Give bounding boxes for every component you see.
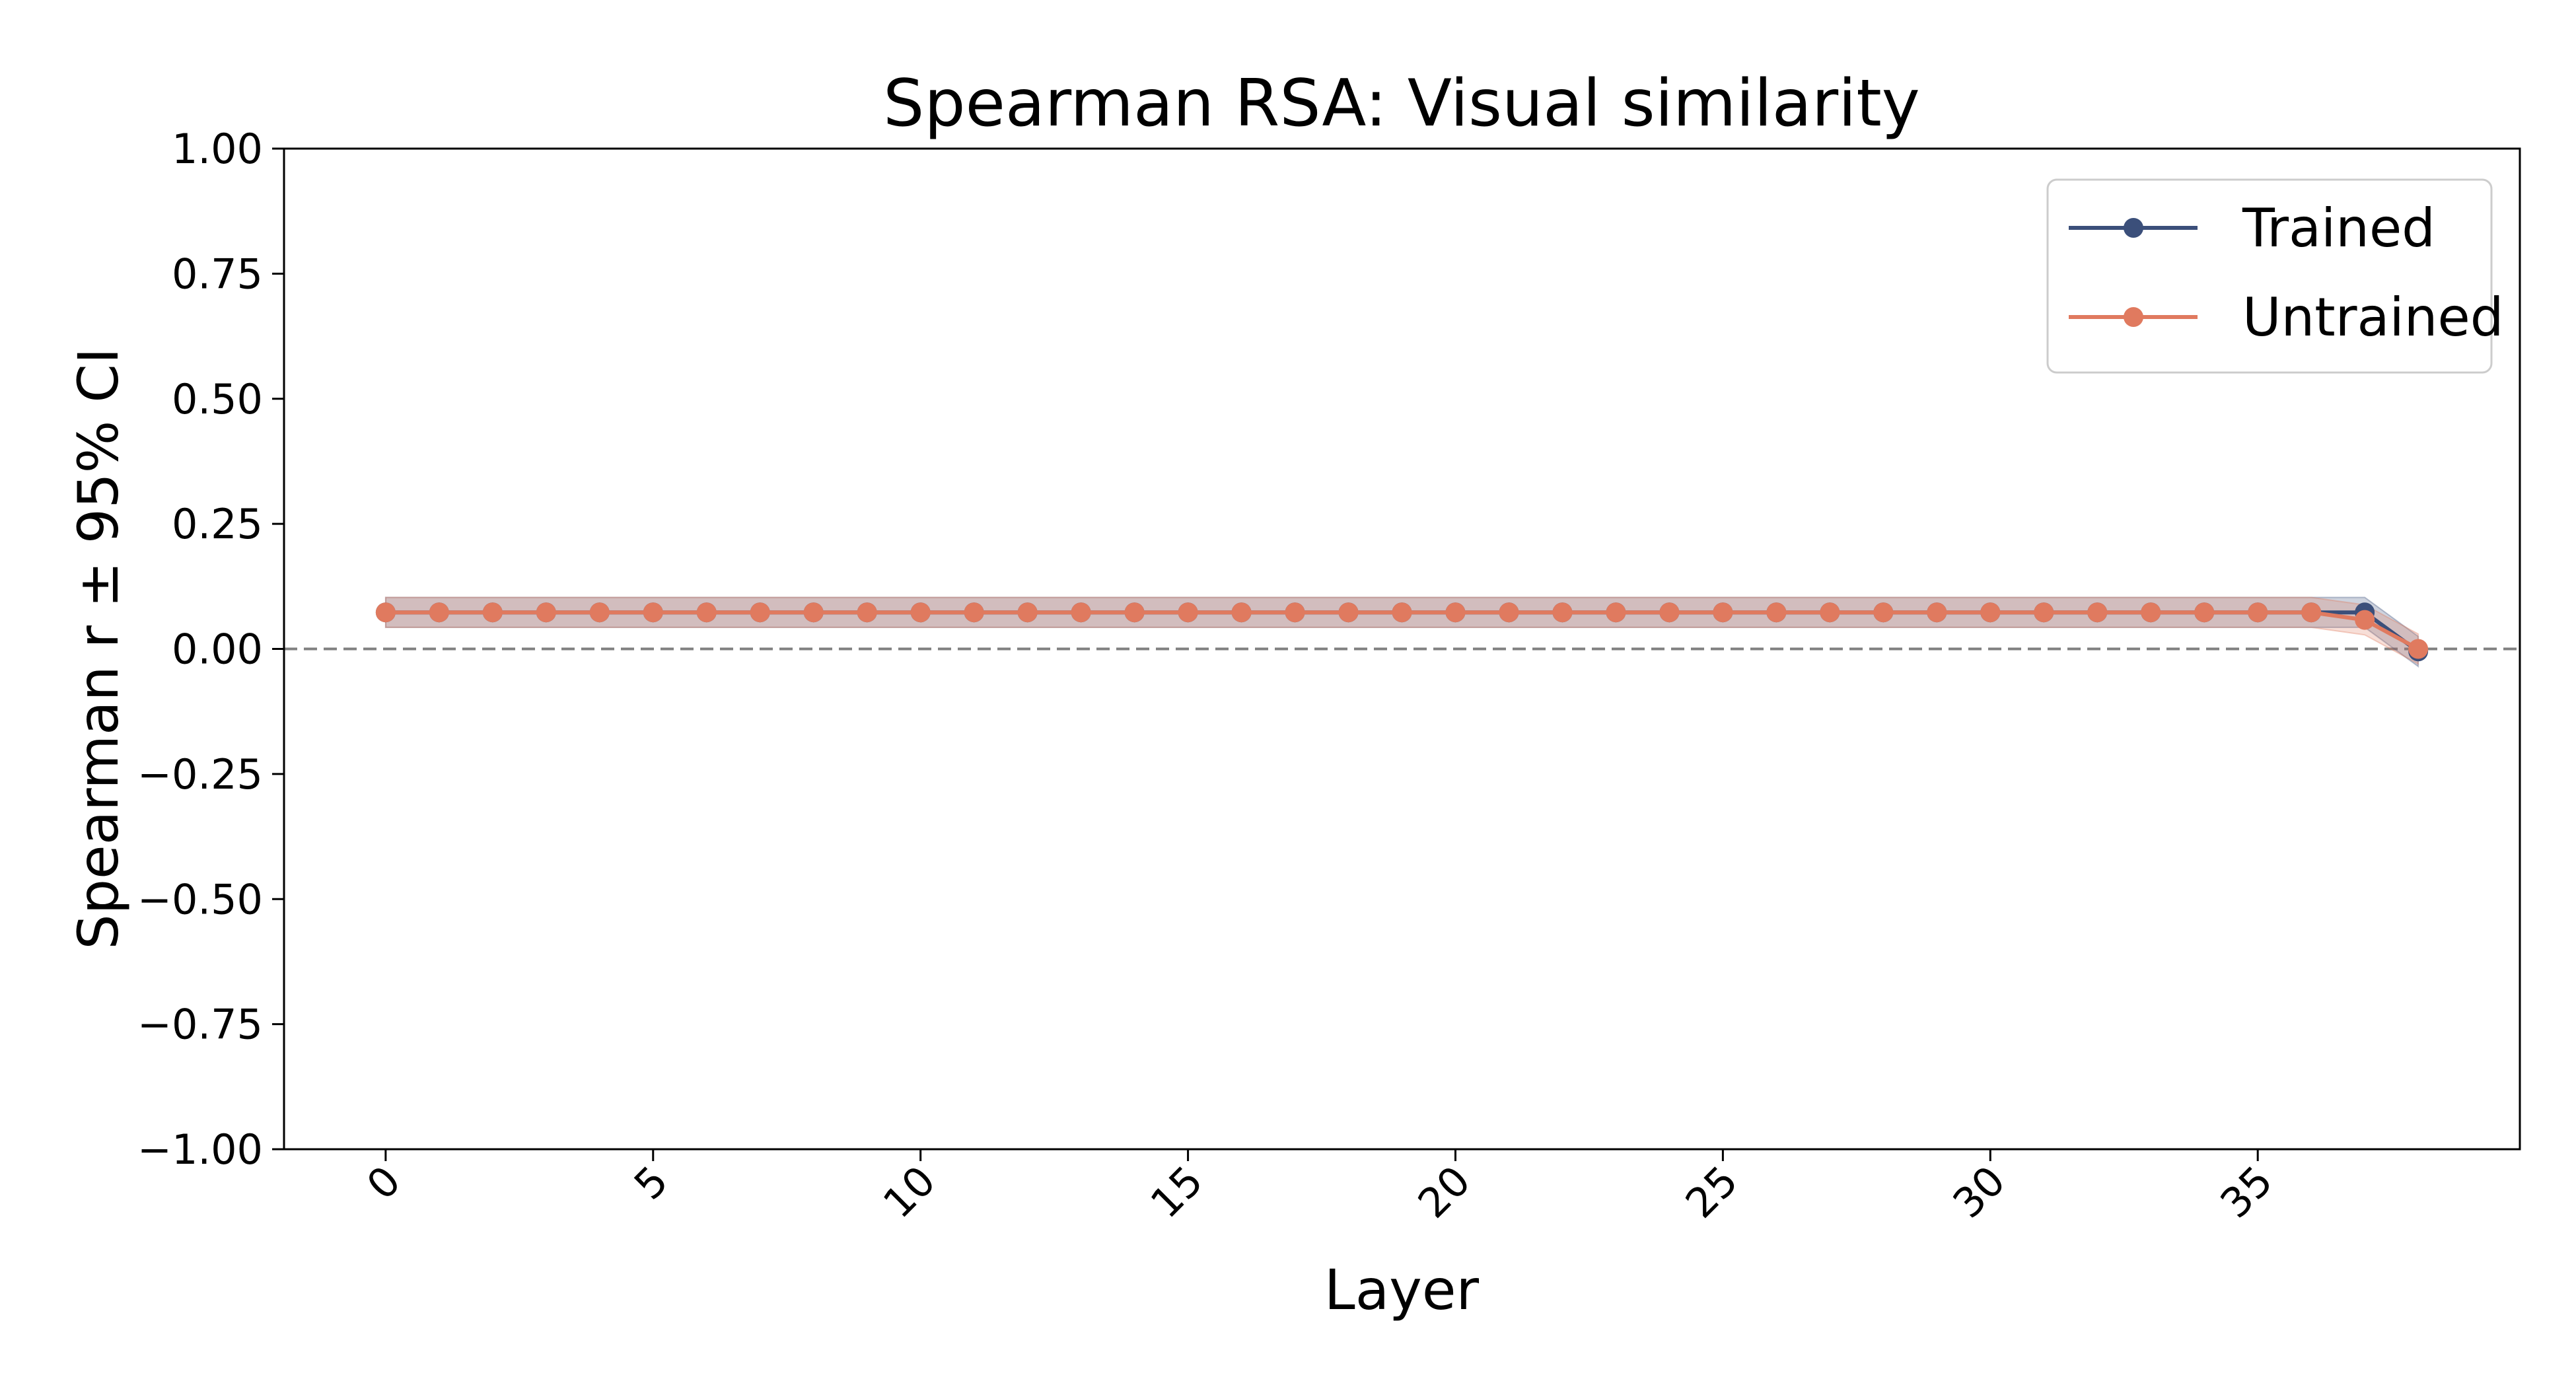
- y-axis: 1.00 0.75 0.50 0.25 0.00 −0.25 −0.50 −0.75 −1.00: [137, 125, 284, 1174]
- data-point-untrained: [1071, 602, 1091, 623]
- data-point-untrained: [1124, 602, 1145, 623]
- data-point-untrained: [643, 602, 663, 623]
- data-point-untrained: [1285, 602, 1305, 623]
- data-point-untrained: [750, 602, 770, 623]
- data-point-untrained: [1178, 602, 1198, 623]
- data-point-untrained: [2141, 602, 2161, 623]
- data-point-untrained: [1338, 602, 1359, 623]
- data-point-untrained: [1980, 602, 2001, 623]
- data-point-untrained: [1873, 602, 1894, 623]
- data-point-untrained: [1659, 602, 1680, 623]
- data-point-untrained: [1820, 602, 1840, 623]
- y-axis-label: Spearman r ± 95% CI: [66, 347, 131, 949]
- legend-marker-trained: [2124, 218, 2143, 238]
- data-point-untrained: [1606, 602, 1626, 623]
- ci-band-trained: [384, 596, 2419, 668]
- data-point-untrained: [857, 602, 877, 623]
- data-point-untrained: [1927, 602, 1947, 623]
- chart-title: Spearman RSA: Visual similarity: [883, 66, 1920, 141]
- y-tick-label: 1.00: [172, 125, 263, 173]
- x-axis-label: Layer: [1324, 1258, 1480, 1322]
- data-point-untrained: [2248, 602, 2268, 623]
- data-point-untrained: [1552, 602, 1573, 623]
- data-point-untrained: [429, 602, 449, 623]
- data-point-untrained: [536, 602, 556, 623]
- data-point-untrained: [2194, 602, 2215, 623]
- data-point-untrained: [910, 602, 931, 623]
- plot-area: [284, 596, 2520, 668]
- data-point-untrained: [964, 602, 984, 623]
- data-point-untrained: [1499, 602, 1519, 623]
- data-point-untrained: [2087, 602, 2108, 623]
- data-point-untrained: [375, 602, 396, 623]
- legend: Trained Untrained: [2046, 178, 2503, 374]
- y-tick-label: 0.00: [172, 625, 263, 674]
- y-tick-label: −0.75: [137, 1001, 263, 1049]
- series-markers-untrained: [375, 602, 2429, 659]
- data-point-untrained: [1017, 602, 1038, 623]
- data-point-untrained: [1766, 602, 1787, 623]
- y-tick-label: 0.25: [172, 500, 263, 548]
- data-point-untrained: [482, 602, 503, 623]
- legend-label-untrained: Untrained: [2242, 287, 2503, 348]
- data-point-untrained: [2355, 610, 2375, 630]
- y-tick-label: −0.25: [137, 750, 263, 799]
- y-tick-label: 0.75: [172, 250, 263, 298]
- data-point-untrained: [589, 602, 610, 623]
- data-point-untrained: [2301, 602, 2322, 623]
- y-tick-label: 0.50: [172, 375, 263, 423]
- data-point-untrained: [696, 602, 717, 623]
- data-point-untrained: [803, 602, 824, 623]
- data-point-untrained: [1392, 602, 1412, 623]
- data-point-untrained: [2408, 639, 2429, 659]
- y-tick-label: −0.50: [137, 875, 263, 923]
- y-tick-label: −1.00: [137, 1125, 263, 1174]
- data-point-untrained: [2034, 602, 2054, 623]
- data-point-untrained: [1231, 602, 1252, 623]
- data-point-untrained: [1713, 602, 1733, 623]
- legend-label-trained: Trained: [2242, 197, 2435, 259]
- data-point-untrained: [1445, 602, 1466, 623]
- legend-marker-untrained: [2124, 307, 2143, 327]
